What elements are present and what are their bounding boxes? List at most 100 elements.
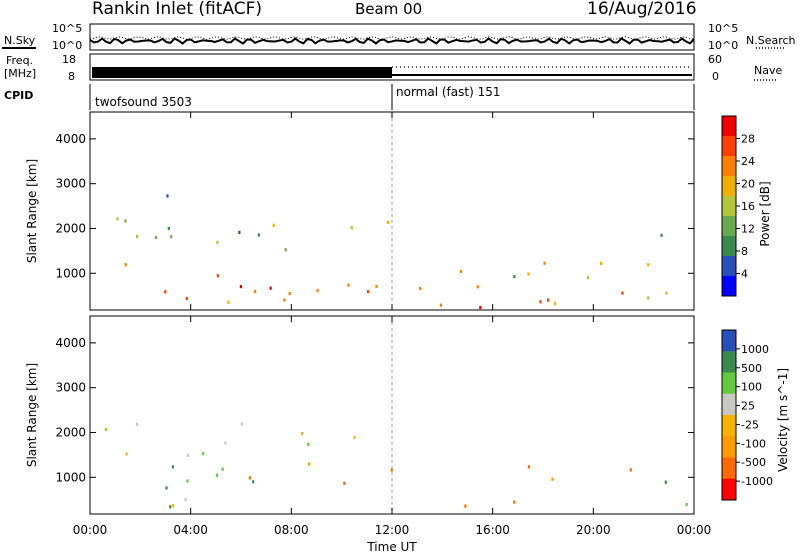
colorbar-tick-label: 16 (741, 200, 755, 213)
heatmap-cell (301, 432, 304, 436)
colorbar-swatch (722, 136, 736, 157)
heatmap-cell (124, 219, 127, 223)
colorbar-tick-label: 8 (741, 245, 748, 258)
nsearch-trace (89, 36, 695, 40)
heatmap-cell (367, 290, 370, 294)
heatmap-cell (551, 477, 554, 481)
heatmap-cell (216, 240, 219, 244)
heatmap-cell (464, 504, 467, 508)
heatmap-cell (527, 465, 530, 469)
y-tick-label: 2000 (55, 221, 86, 235)
nsky-tick-top: 10^5 (52, 22, 82, 35)
velocity-y-label: Slant Range [km] (25, 363, 39, 467)
colorbar-swatch (722, 478, 736, 501)
heatmap-cell (171, 465, 174, 469)
heatmap-cell (239, 285, 242, 289)
freq-block-twofsound (92, 67, 392, 78)
y-tick-label: 1000 (55, 266, 86, 280)
heatmap-cell (308, 462, 311, 466)
colorbar-tick-label: 1000 (741, 343, 769, 356)
heatmap-cell (547, 298, 550, 302)
freq-tick-top: 18 (62, 53, 76, 66)
colorbar-swatch (722, 330, 736, 352)
heatmap-cell (353, 435, 356, 440)
heatmap-cell (135, 422, 139, 426)
heatmap-cell (375, 284, 378, 288)
colorbar-swatch (722, 216, 736, 237)
heatmap-cell (254, 289, 257, 293)
heatmap-cell (600, 261, 603, 265)
colorbar-tick-label: -500 (741, 456, 766, 469)
heatmap-cell (647, 263, 650, 267)
heatmap-cell (248, 476, 251, 480)
nsearch-label: N.Search (746, 34, 796, 47)
heatmap-cell (476, 285, 479, 289)
colorbar-tick-label: -100 (741, 437, 766, 450)
heatmap-cell (307, 442, 310, 446)
colorbar-tick-label: 24 (741, 155, 755, 168)
heatmap-cell (252, 480, 255, 484)
colorbar-swatch (722, 176, 736, 197)
nsky-tick-bottom: 10^0 (52, 39, 82, 52)
date-label: 16/Aug/2016 (587, 0, 697, 19)
power-colorbar: 28 24 20 16 12 8 4 (721, 115, 755, 297)
heatmap-cell (284, 248, 287, 252)
heatmap-cell (390, 468, 393, 472)
colorbar-frame (721, 329, 737, 501)
colorbar-swatch (722, 196, 736, 217)
heatmap-cell (439, 303, 442, 307)
colorbar-swatch (722, 457, 736, 480)
heatmap-cell (685, 503, 688, 507)
heatmap-cell (136, 234, 139, 239)
heatmap-cell (665, 291, 668, 295)
heatmap-cell (124, 263, 127, 267)
x-tick-label: 00:00 (677, 523, 712, 537)
colorbar-swatch (722, 236, 736, 257)
y-tick-label: 4000 (55, 336, 86, 350)
heatmap-cell (386, 220, 389, 224)
heatmap-cell (283, 298, 286, 302)
heatmap-cell (543, 261, 546, 265)
heatmap-cell (539, 300, 542, 304)
heatmap-cell (202, 452, 205, 456)
heatmap-cell (227, 300, 230, 304)
heatmap-cell (660, 233, 663, 237)
y-tick-label: 4000 (55, 132, 86, 146)
freq-label: Freq. (6, 54, 33, 67)
heatmap-cell (269, 286, 272, 290)
velocity-heatmap (104, 422, 688, 509)
heatmap-cell (419, 286, 422, 291)
y-tick-label: 1000 (55, 470, 86, 484)
heatmap-cell (185, 297, 188, 301)
nsearch-tick-bottom: 10^0 (708, 39, 738, 52)
freq-unit: [MHz] (4, 67, 36, 80)
heatmap-cell (513, 274, 516, 278)
nsearch-tick-top: 10^5 (708, 22, 738, 35)
freq-panel (89, 53, 695, 81)
heatmap-cell (166, 194, 169, 198)
y-tick-label: 3000 (55, 381, 86, 395)
colorbar-tick-label: 100 (741, 381, 762, 394)
x-tick-label: 20:00 (576, 523, 611, 537)
cpid-segment-twofsound: twofsound 3503 (95, 95, 192, 109)
heatmap-cell (165, 486, 168, 490)
heatmap-cell (272, 223, 275, 227)
colorbar-tick-label: 25 (741, 400, 755, 413)
heatmap-cell (184, 497, 187, 501)
heatmap-cell (459, 269, 463, 273)
heatmap-cell (350, 226, 353, 230)
heatmap-cell (664, 480, 667, 484)
heatmap-cell (343, 481, 346, 485)
heatmap-cell (169, 505, 172, 509)
colorbar-swatch (722, 156, 736, 177)
cpid-segment-normal: normal (fast) 151 (396, 85, 500, 99)
y-tick-label: 3000 (55, 177, 86, 191)
heatmap-cell (647, 296, 650, 300)
colorbar-swatch (722, 116, 736, 137)
x-tick-label: 16:00 (475, 523, 510, 537)
colorbar-swatch (722, 415, 736, 437)
heatmap-cell (116, 217, 119, 221)
nave-label: Nave (754, 64, 782, 77)
x-tick-label: 04:00 (173, 523, 208, 537)
colorbar-tick-label: 4 (741, 268, 748, 281)
